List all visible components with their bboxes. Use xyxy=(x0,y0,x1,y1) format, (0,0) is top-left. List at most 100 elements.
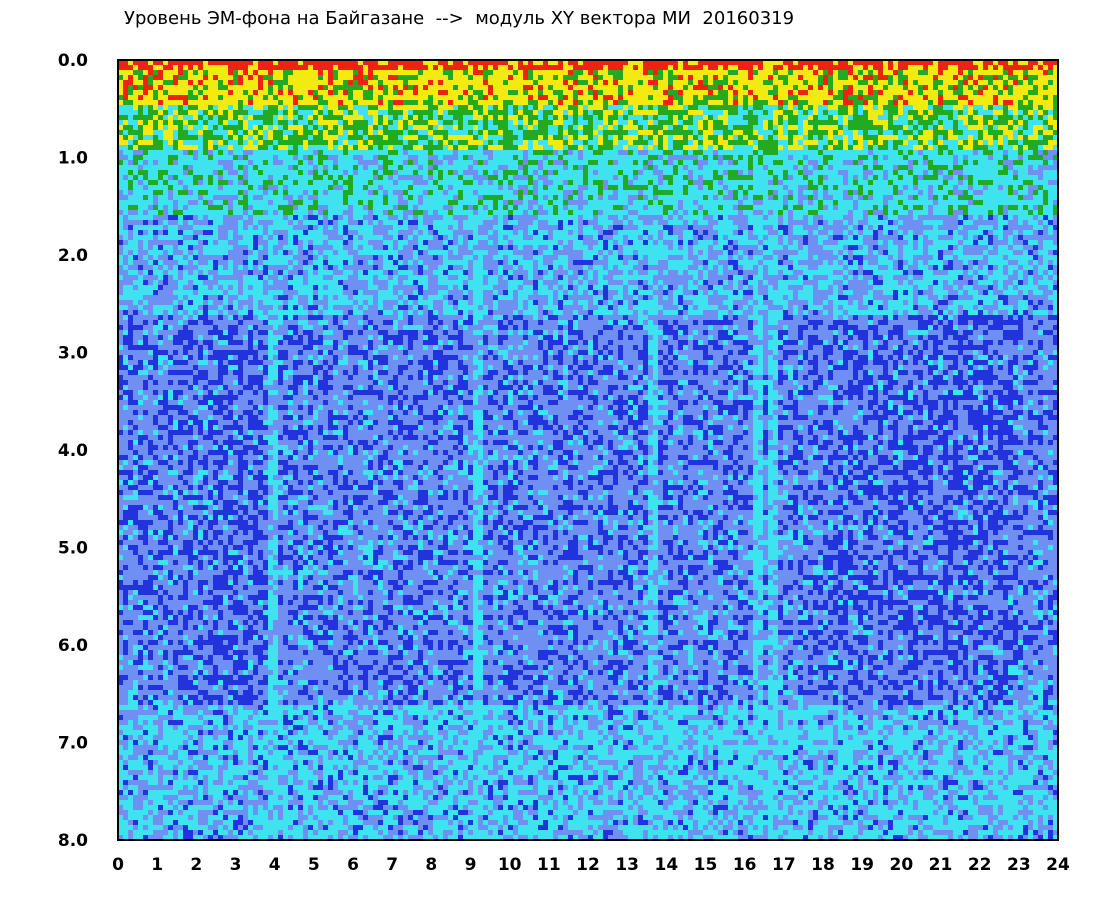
heatmap-cell xyxy=(178,310,183,315)
heatmap-cell xyxy=(133,785,138,790)
heatmap-cell xyxy=(243,335,248,340)
heatmap-cell xyxy=(228,135,233,140)
heatmap-cell xyxy=(198,825,203,830)
heatmap-cell xyxy=(238,70,243,75)
heatmap-cell xyxy=(163,705,168,710)
heatmap-cell xyxy=(243,720,248,725)
heatmap-cell xyxy=(133,800,138,805)
heatmap-cell xyxy=(133,145,138,150)
heatmap-cell xyxy=(223,250,228,255)
heatmap-cell xyxy=(248,630,253,635)
heatmap-cell xyxy=(253,500,258,505)
heatmap-cell xyxy=(258,695,263,700)
heatmap-cell xyxy=(193,145,198,150)
heatmap-cell xyxy=(258,795,263,800)
heatmap-cell xyxy=(128,230,133,235)
heatmap-cell xyxy=(123,695,128,700)
heatmap-cell xyxy=(273,785,278,790)
heatmap-cell xyxy=(228,705,233,710)
heatmap-cell xyxy=(138,435,143,440)
heatmap-cell xyxy=(148,345,153,350)
heatmap-cell xyxy=(193,780,198,785)
heatmap-cell xyxy=(208,90,213,95)
heatmap-cell xyxy=(143,150,148,155)
heatmap-cell xyxy=(243,415,248,420)
heatmap-cell xyxy=(168,180,173,185)
heatmap-cell xyxy=(233,430,238,435)
heatmap-cell xyxy=(248,525,253,530)
heatmap-cell xyxy=(138,455,143,460)
heatmap-cell xyxy=(218,455,223,460)
heatmap-cell xyxy=(178,550,183,555)
heatmap-cell xyxy=(153,180,158,185)
heatmap-cell xyxy=(233,695,238,700)
heatmap-cell xyxy=(203,435,208,440)
heatmap-cell xyxy=(248,75,253,80)
heatmap-cell xyxy=(228,165,233,170)
heatmap-cell xyxy=(148,760,153,765)
heatmap-cell xyxy=(123,815,128,820)
heatmap-cell xyxy=(223,785,228,790)
heatmap-cell xyxy=(208,645,213,650)
heatmap-cell xyxy=(128,790,133,795)
heatmap-cell xyxy=(268,180,273,185)
heatmap-cell xyxy=(223,465,228,470)
heatmap-cell xyxy=(243,455,248,460)
heatmap-cell xyxy=(123,490,128,495)
heatmap-cell xyxy=(123,420,128,425)
heatmap-cell xyxy=(273,560,278,565)
heatmap-cell xyxy=(128,365,133,370)
heatmap-cell xyxy=(168,515,173,520)
heatmap-cell xyxy=(143,265,148,270)
heatmap-cell xyxy=(138,680,143,685)
heatmap-cell xyxy=(133,595,138,600)
heatmap-cell xyxy=(143,565,148,570)
heatmap-cell xyxy=(133,520,138,525)
heatmap-cell xyxy=(238,65,243,70)
heatmap-cell xyxy=(253,770,258,775)
heatmap-cell xyxy=(148,205,153,210)
heatmap-cell xyxy=(188,635,193,640)
heatmap-cell xyxy=(203,450,208,455)
heatmap-cell xyxy=(183,375,188,380)
heatmap-cell xyxy=(223,75,228,80)
heatmap-cell xyxy=(208,555,213,560)
heatmap-cell xyxy=(183,585,188,590)
heatmap-cell xyxy=(198,480,203,485)
heatmap-cell xyxy=(243,295,248,300)
heatmap-cell xyxy=(268,105,273,110)
heatmap-cell xyxy=(253,780,258,785)
heatmap-cell xyxy=(148,290,153,295)
heatmap-cell xyxy=(123,750,128,755)
heatmap-cell xyxy=(248,605,253,610)
heatmap-cell xyxy=(208,560,213,565)
heatmap-cell xyxy=(213,65,218,70)
heatmap-cell xyxy=(238,105,243,110)
heatmap-cell xyxy=(148,695,153,700)
heatmap-cell xyxy=(133,195,138,200)
heatmap-cell xyxy=(213,755,218,760)
heatmap-cell xyxy=(193,480,198,485)
heatmap-cell xyxy=(268,155,273,160)
heatmap-cell xyxy=(178,80,183,85)
heatmap-cell xyxy=(133,245,138,250)
heatmap-cell xyxy=(248,640,253,645)
heatmap-cell xyxy=(208,415,213,420)
heatmap-cell xyxy=(218,310,223,315)
heatmap-cell xyxy=(233,145,238,150)
heatmap-cell xyxy=(253,180,258,185)
heatmap-cell xyxy=(168,700,173,705)
heatmap-cell xyxy=(268,80,273,85)
heatmap-cell xyxy=(158,165,163,170)
heatmap-cell xyxy=(163,135,168,140)
heatmap-cell xyxy=(148,215,153,220)
heatmap-cell xyxy=(268,335,273,340)
heatmap-cell xyxy=(233,635,238,640)
heatmap-cell xyxy=(183,435,188,440)
heatmap-cell xyxy=(243,400,248,405)
heatmap-cell xyxy=(233,425,238,430)
heatmap-cell xyxy=(133,780,138,785)
heatmap-cell xyxy=(243,610,248,615)
heatmap-cell xyxy=(148,145,153,150)
heatmap-cell xyxy=(228,520,233,525)
